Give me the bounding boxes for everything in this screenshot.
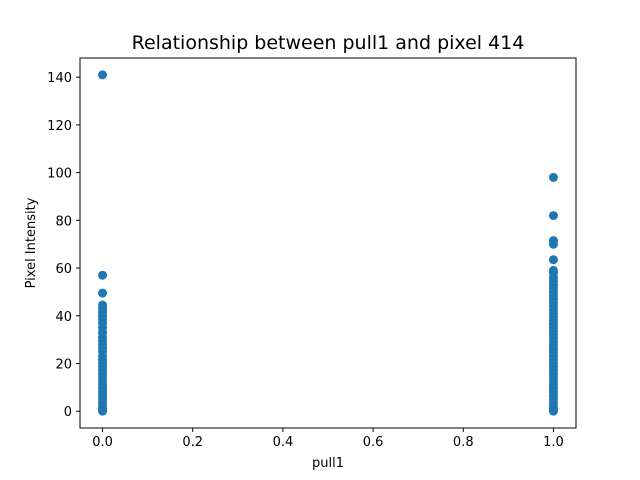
data-point	[98, 288, 108, 298]
data-point	[548, 211, 558, 221]
y-tick-label: 140	[47, 71, 72, 86]
data-point	[548, 255, 558, 265]
data-point	[98, 270, 108, 280]
y-tick-label: 80	[55, 214, 72, 229]
data-point	[98, 406, 108, 416]
y-axis-ticks: 0 20 40 60 80 100 120 140	[47, 71, 80, 420]
y-tick-label: 20	[55, 357, 72, 372]
x-tick-label: 0.2	[182, 435, 203, 450]
x-tick-label: 1.0	[543, 435, 564, 450]
x-axis-ticks: 0.0 0.2 0.4 0.6 0.8 1.0	[92, 428, 564, 450]
data-point	[548, 239, 558, 249]
y-tick-label: 100	[47, 167, 72, 182]
x-tick-label: 0.4	[273, 435, 294, 450]
data-point	[548, 172, 558, 182]
data-point	[548, 406, 558, 416]
y-tick-label: 0	[64, 405, 72, 420]
x-tick-label: 0.0	[92, 435, 113, 450]
x-tick-label: 0.8	[453, 435, 474, 450]
x-axis-label: pull1	[312, 456, 344, 471]
plot-frame	[79, 57, 577, 429]
y-tick-label: 120	[47, 119, 72, 134]
y-tick-label: 60	[55, 262, 72, 277]
chart-title: Relationship between pull1 and pixel 414	[132, 32, 525, 54]
y-axis-label: Pixel Intensity	[24, 197, 39, 288]
y-tick-label: 40	[55, 310, 72, 325]
data-point	[98, 70, 108, 80]
x-tick-label: 0.6	[363, 435, 384, 450]
data-points	[98, 70, 558, 416]
